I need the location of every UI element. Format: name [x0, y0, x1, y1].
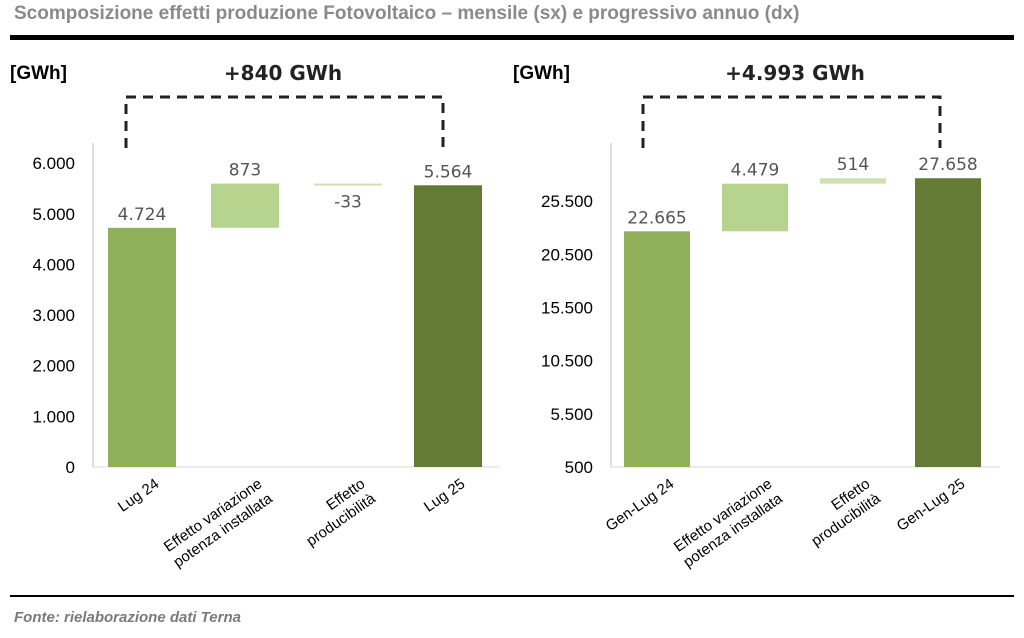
chart0-category-label: Lug 25	[421, 475, 468, 515]
chart0-bar	[314, 183, 382, 186]
chart0-y-tick-label: 6.000	[32, 154, 75, 173]
chart0-data-label: 873	[229, 161, 261, 181]
chart1-data-label: 4.479	[731, 161, 780, 181]
chart1-y-tick-label: 5.500	[550, 405, 593, 424]
source-note: Fonte: rielaborazione dati Terna	[14, 609, 241, 626]
chart0-data-label: 4.724	[118, 205, 167, 225]
chart0-y-tick-label: 0	[66, 458, 75, 477]
chart0-y-tick-label: 4.000	[32, 255, 75, 274]
chart1-delta-bracket	[641, 95, 942, 148]
chart0-category-label-line: Lug 25	[421, 475, 468, 515]
chart1-category-label: Gen-Lug 24	[603, 475, 678, 534]
chart1-data-label: 514	[837, 155, 869, 175]
chart1-y-tick-label: 500	[565, 458, 593, 477]
chart1-data-label: 22.665	[627, 208, 686, 228]
chart1-unit-label: [GWh]	[513, 63, 570, 84]
chart0-delta-label: +840 GWh	[224, 61, 342, 85]
chart1-y-tick-label: 20.500	[541, 245, 593, 264]
chart1-bar	[624, 231, 690, 467]
top-divider	[10, 35, 1014, 40]
chart0-unit-label: [GWh]	[10, 63, 67, 84]
chart0-category-label: Effetto variazionepotenza installata	[160, 475, 276, 571]
chart0-bar	[108, 227, 176, 467]
chart0-y-tick-label: 3.000	[32, 306, 75, 325]
chart0-category-label: Effettoproducibilità	[293, 475, 379, 550]
chart1-y-tick-label: 25.500	[541, 192, 593, 211]
chart1-bar	[820, 178, 886, 184]
chart0-y-tick-label: 5.000	[32, 205, 75, 224]
chart1-delta-label: +4.993 GWh	[725, 61, 865, 85]
chart1-y-tick-label: 10.500	[541, 352, 593, 371]
chart1-category-label-line: Gen-Lug 24	[603, 475, 678, 534]
chart0-bar	[414, 185, 482, 467]
chart1-category-label-line: Gen-Lug 25	[894, 475, 969, 534]
chart1-data-label: 27.658	[918, 155, 977, 175]
chart0-category-label-line: Lug 24	[115, 475, 162, 515]
chart1-bar	[915, 178, 981, 467]
chart1-y-tick-label: 15.500	[541, 299, 593, 318]
chart0-y-tick-label: 1.000	[32, 407, 75, 426]
chart1-bar	[722, 183, 788, 232]
chart1-category-label: Effetto variazionepotenza installata	[670, 475, 786, 571]
page-title: Scomposizione effetti produzione Fotovol…	[14, 3, 800, 24]
bottom-divider	[10, 595, 1014, 597]
chart1-category-label: Gen-Lug 25	[894, 475, 969, 534]
chart0-y-tick-label: 2.000	[32, 357, 75, 376]
chart0-data-label: -33	[334, 192, 362, 212]
chart0-delta-bracket	[124, 95, 445, 148]
chart0-category-label: Lug 24	[115, 475, 162, 515]
chart0-data-label: 5.564	[424, 162, 473, 182]
chart1-category-label: Effettoproducibilità	[798, 475, 884, 550]
chart0-bar	[211, 183, 279, 228]
